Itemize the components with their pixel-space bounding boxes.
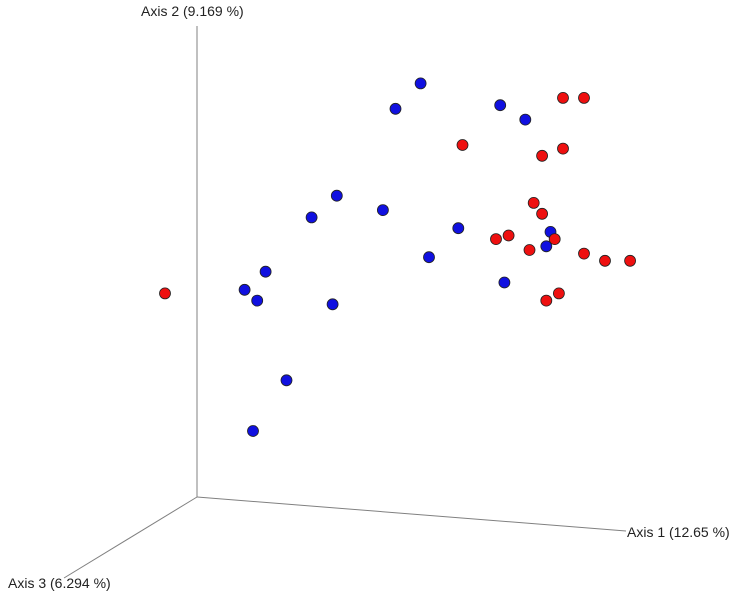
data-point-s0-8 — [326, 298, 339, 311]
axis-3-label: Axis 3 (6.294 %) — [8, 575, 111, 591]
data-point-s0-1 — [389, 102, 402, 115]
data-point-s1-4 — [557, 142, 569, 155]
data-point-s0-16 — [280, 374, 293, 387]
axis-1-label: Axis 1 (12.65 %) — [627, 524, 730, 540]
data-point-s1-10 — [548, 233, 561, 246]
data-point-s1-14 — [553, 287, 565, 300]
data-point-s1-8 — [502, 229, 515, 242]
data-point-s1-15 — [540, 294, 553, 307]
data-point-s1-7 — [490, 233, 502, 246]
axis-2-label: Axis 2 (9.169 %) — [141, 3, 244, 19]
data-point-s0-5 — [376, 204, 389, 217]
data-point-s0-9 — [259, 265, 272, 278]
axes — [63, 26, 627, 579]
data-point-s0-15 — [498, 276, 511, 289]
data-point-s1-3 — [536, 149, 548, 162]
data-point-s1-2 — [456, 139, 469, 151]
data-point-s1-12 — [599, 254, 611, 267]
data-point-s0-12 — [452, 222, 465, 235]
data-point-s0-11 — [251, 294, 264, 307]
data-point-s0-17 — [247, 425, 259, 437]
data-point-s0-4 — [330, 189, 343, 202]
data-point-s0-2 — [494, 99, 507, 112]
data-point-s0-3 — [519, 113, 532, 126]
data-point-s0-6 — [423, 251, 435, 264]
axis-labels: Axis 2 (9.169 %) Axis 1 (12.65 %) Axis 3… — [8, 3, 730, 591]
data-point-s0-14 — [540, 240, 553, 253]
axis-3-line — [63, 496, 198, 579]
data-point-s0-7 — [305, 211, 318, 224]
data-point-s1-6 — [536, 207, 548, 220]
data-point-s0-10 — [238, 283, 251, 296]
data-points — [159, 77, 636, 437]
data-point-s1-5 — [527, 196, 540, 209]
data-point-s1-11 — [578, 247, 590, 260]
axis-1-line — [196, 496, 627, 532]
data-point-s1-16 — [159, 287, 171, 300]
data-point-s0-0 — [414, 77, 427, 90]
data-point-s1-0 — [557, 92, 569, 104]
data-point-s1-13 — [624, 254, 636, 267]
data-point-s1-1 — [578, 92, 590, 104]
data-point-s1-9 — [523, 244, 536, 256]
